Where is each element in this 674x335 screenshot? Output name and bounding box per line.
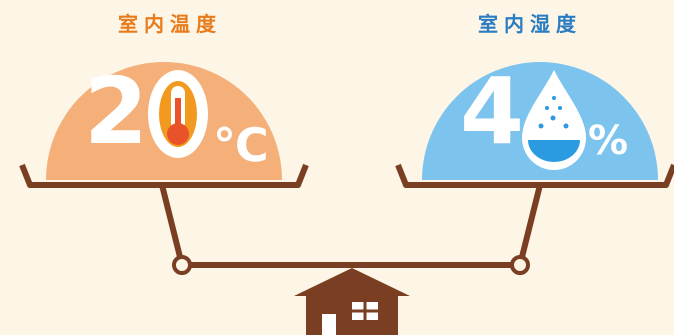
humidity-value: 4 [460,58,525,165]
right-joint [510,255,530,275]
right-pan [395,163,674,188]
humidity-label: 室内湿度 [478,12,582,36]
temperature-unit: ℃ [213,118,269,172]
left-joint [172,255,192,275]
temperature-value: 2 [84,58,149,165]
house-icon [294,268,410,335]
humidity-unit: % [588,118,629,164]
scale-arms [159,184,543,268]
temperature-label: 室内温度 [118,12,222,36]
thermometer-icon [148,70,208,158]
water-drop-icon [522,70,586,170]
